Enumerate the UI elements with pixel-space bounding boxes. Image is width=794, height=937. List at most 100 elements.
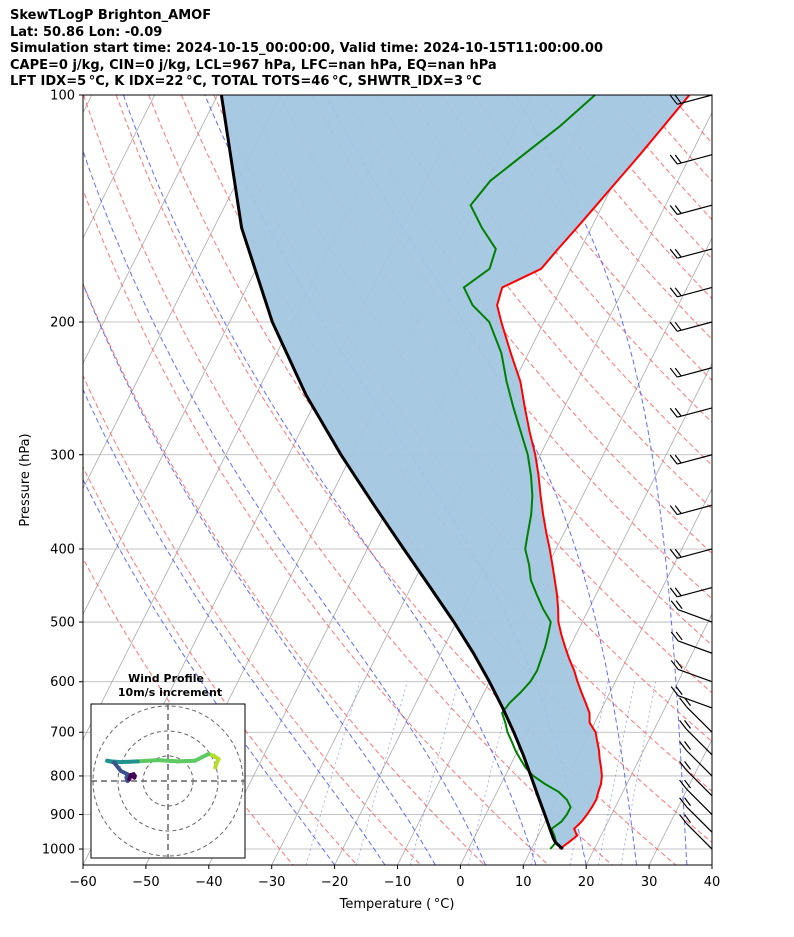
isotherm-line <box>83 95 156 239</box>
hodograph-ring <box>117 730 219 832</box>
mixing-ratio-line <box>620 681 657 865</box>
y-tick-label: 700 <box>50 726 75 741</box>
isotherm-line <box>83 95 218 365</box>
hodograph-segment <box>135 758 160 764</box>
hodograph-title: Wind Profile <box>128 672 204 685</box>
isotherm-line <box>711 864 712 865</box>
wind-barb-feather <box>670 686 679 697</box>
y-tick-label: 500 <box>50 616 75 631</box>
dry-adiabat <box>669 95 712 144</box>
y-tick-label: 800 <box>50 769 75 784</box>
parcel-line <box>219 95 564 851</box>
indices-line-2: LFT IDX=5 °C, K IDX=22 °C, TOTAL TOTS=46… <box>10 74 482 89</box>
wind-barb-feather <box>669 505 678 515</box>
wind-barb-feather <box>675 686 683 696</box>
wind-barb-feather <box>674 454 682 464</box>
wind-barb-feather <box>674 321 682 331</box>
dry-adiabat <box>571 95 712 260</box>
wind-barb <box>677 668 713 683</box>
wind-barb <box>686 769 713 797</box>
moist-adiabat <box>83 283 436 865</box>
wind-barb-feather <box>684 797 692 807</box>
location-line: Lat: 50.86 Lon: -0.09 <box>10 24 163 40</box>
wind-barb-feather <box>675 660 683 669</box>
mixing-ratio-line <box>410 681 459 865</box>
wind-barb-feather <box>679 779 688 790</box>
moist-adiabat <box>83 388 386 865</box>
time-line: Simulation start time: 2024-10-15_00:00:… <box>10 41 603 56</box>
hodograph-inset: Wind Profile 10m/s increment <box>90 672 246 859</box>
wind-barb-feather <box>670 660 679 670</box>
y-tick-label: 200 <box>50 315 75 330</box>
moist-adiabat <box>83 478 336 865</box>
wind-barb-feather <box>669 454 678 465</box>
wind-barb-feather <box>674 94 682 104</box>
y-tick-label: 400 <box>50 542 75 557</box>
hodograph-segment <box>176 758 197 764</box>
x-tick-label: −50 <box>132 875 159 890</box>
x-tick-label: 20 <box>578 875 595 890</box>
wind-barb-feather <box>674 407 682 417</box>
wind-barb-feather <box>669 321 678 332</box>
dry-adiabat <box>83 188 549 865</box>
wind-barb-feather <box>684 720 692 729</box>
wind-barb <box>677 154 713 165</box>
wind-barb-feather <box>670 600 679 611</box>
series-layer <box>219 95 691 851</box>
wind-barb <box>686 750 713 777</box>
moist-adiabat <box>122 95 537 865</box>
wind-barb <box>677 586 713 598</box>
moist-adiabat <box>720 95 737 865</box>
wind-barb <box>677 548 713 559</box>
wind-barb <box>677 695 713 709</box>
wind-barb-feather <box>670 631 679 642</box>
mixing-ratio-line <box>305 681 361 865</box>
wind-barb-feather <box>684 697 692 707</box>
x-tick-label: 0 <box>456 875 464 890</box>
wind-barb-feather <box>679 741 688 751</box>
x-tick-label: −40 <box>195 875 222 890</box>
x-tick-label: −30 <box>258 875 285 890</box>
wind-barb-feather <box>674 505 682 514</box>
wind-barb-feather <box>679 719 688 730</box>
isotherm-line <box>83 95 93 114</box>
mixing-ratio-line <box>468 681 514 865</box>
wind-barb-feather <box>669 205 678 215</box>
wind-barb <box>686 706 713 733</box>
hodograph-subtitle: 10m/s increment <box>118 686 222 699</box>
wind-barb-feather <box>674 548 682 558</box>
wind-barb-feather <box>674 154 682 164</box>
wind-barb-feather <box>669 548 678 559</box>
axis-ticks: −60 −50 −40 −30 −20 −10 0 10 20 30 40 100 200 300 400 5… <box>42 89 720 891</box>
wind-barb-feather <box>669 248 678 259</box>
wind-barb-feather <box>684 814 692 823</box>
dry-adiabat <box>83 282 485 865</box>
wind-barb <box>686 788 713 815</box>
wind-barb-feather <box>679 797 688 808</box>
wind-barb <box>677 504 713 516</box>
dry-adiabat <box>604 95 712 221</box>
isotherm-line <box>83 95 281 490</box>
dry-adiabat <box>83 465 358 865</box>
wind-barb <box>677 321 713 332</box>
y-tick-label: 300 <box>50 448 75 463</box>
wind-barb <box>677 248 713 259</box>
y-tick-label: 600 <box>50 675 75 690</box>
mixing-ratio-line <box>598 681 635 865</box>
x-tick-label: 30 <box>641 875 658 890</box>
y-tick-label: 900 <box>50 808 75 823</box>
y-axis-label: Pressure (hPa) <box>18 433 33 526</box>
wind-barb <box>677 407 713 418</box>
wind-barb <box>686 728 713 756</box>
y-tick-label: 100 <box>50 89 75 104</box>
hodograph-segment <box>155 758 181 764</box>
dewpoint-line <box>462 95 596 850</box>
wind-barb <box>677 609 713 623</box>
wind-barb-feather <box>669 287 678 298</box>
dry-adiabat <box>115 95 677 865</box>
isotherm-line <box>648 738 712 865</box>
wind-barb-feather <box>674 248 682 258</box>
wind-barb <box>677 286 713 298</box>
mixing-ratio-line <box>355 681 408 865</box>
x-tick-label: 40 <box>704 875 721 890</box>
